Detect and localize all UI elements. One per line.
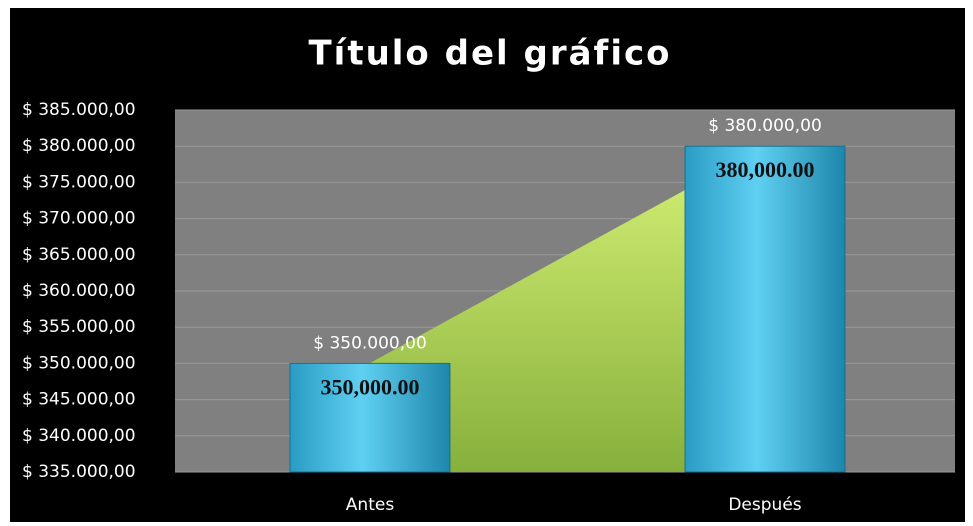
y-tick-label: $ 340.000,00 bbox=[22, 426, 136, 446]
y-tick-label: $ 345.000,00 bbox=[22, 390, 136, 410]
y-tick-label: $ 385.000,00 bbox=[22, 100, 136, 120]
y-tick-label: $ 335.000,00 bbox=[22, 462, 136, 482]
y-tick-label: $ 355.000,00 bbox=[22, 317, 136, 337]
inner-data-label: 380,000.00 bbox=[716, 157, 815, 182]
y-tick-label: $ 370.000,00 bbox=[22, 209, 136, 229]
y-tick-label: $ 350.000,00 bbox=[22, 353, 136, 373]
x-tick-label: Antes bbox=[346, 495, 395, 515]
bar bbox=[289, 362, 451, 473]
y-tick-label: $ 365.000,00 bbox=[22, 245, 136, 265]
y-tick-label: $ 375.000,00 bbox=[22, 172, 136, 192]
data-label: $ 350.000,00 bbox=[313, 333, 427, 353]
data-label: $ 380.000,00 bbox=[708, 116, 822, 136]
chart-title: Título del gráfico bbox=[308, 34, 671, 74]
y-tick-label: $ 380.000,00 bbox=[22, 136, 136, 156]
x-tick-label: Después bbox=[728, 495, 801, 515]
bar bbox=[684, 145, 846, 473]
y-tick-label: $ 360.000,00 bbox=[22, 281, 136, 301]
inner-data-label: 350,000.00 bbox=[321, 374, 420, 399]
